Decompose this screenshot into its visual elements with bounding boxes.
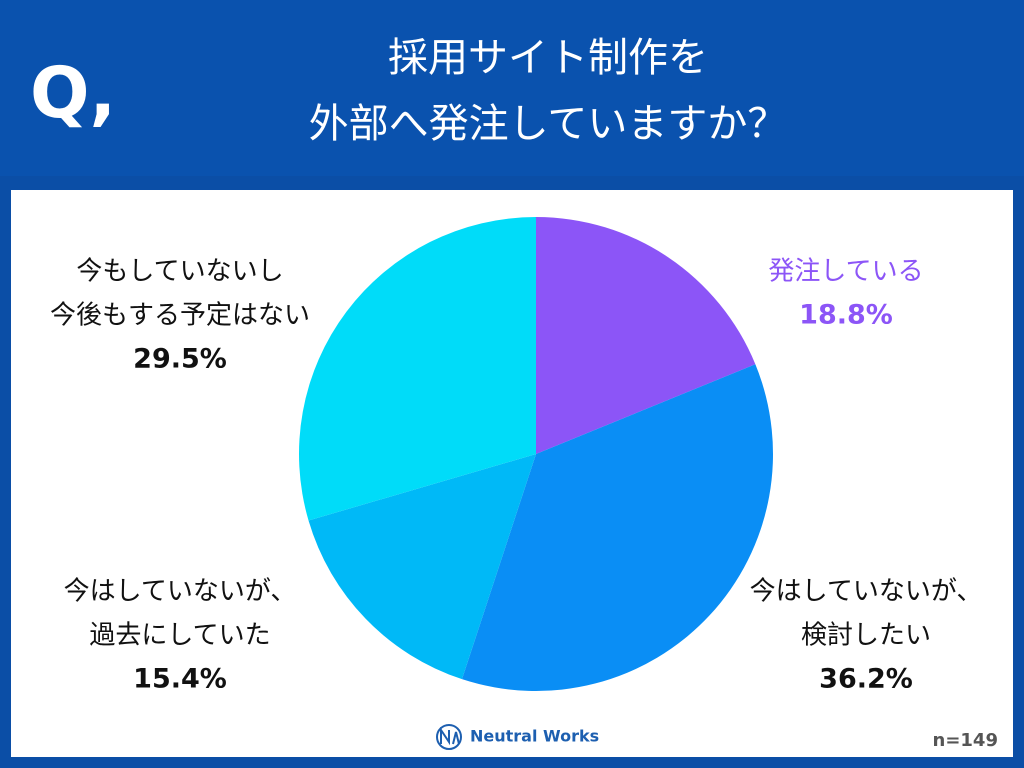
slice-label: 今はしていないが、 bbox=[64, 577, 297, 607]
value-label: 36.2% bbox=[819, 664, 913, 695]
pie-slice bbox=[461, 364, 773, 691]
brand: Neutral Works bbox=[470, 727, 599, 746]
slice-label: 過去にしていた bbox=[89, 621, 270, 651]
pie-slice bbox=[299, 217, 536, 521]
header bbox=[0, 0, 1024, 176]
slice-label: 検討したい bbox=[801, 621, 931, 651]
pie-slice bbox=[536, 217, 756, 454]
pie-slice bbox=[308, 454, 536, 680]
sample-size: n=149 bbox=[933, 730, 998, 751]
value-label: 15.4% bbox=[133, 664, 227, 695]
header-mark: Q, bbox=[30, 52, 116, 134]
slice-label: 今はしていないが、 bbox=[750, 577, 983, 607]
slice-label: 今もしていないし bbox=[76, 257, 283, 287]
slice-label: 発注している bbox=[768, 257, 923, 287]
slice-label: 今後もする予定はない bbox=[50, 301, 310, 331]
brand-logo bbox=[436, 724, 462, 750]
value-label: 18.8% bbox=[799, 300, 893, 331]
chart-title: 外部へ発注していますか？ bbox=[309, 101, 788, 147]
value-label: 29.5% bbox=[133, 344, 227, 375]
chart-title: 採用サイト制作を bbox=[388, 35, 708, 81]
